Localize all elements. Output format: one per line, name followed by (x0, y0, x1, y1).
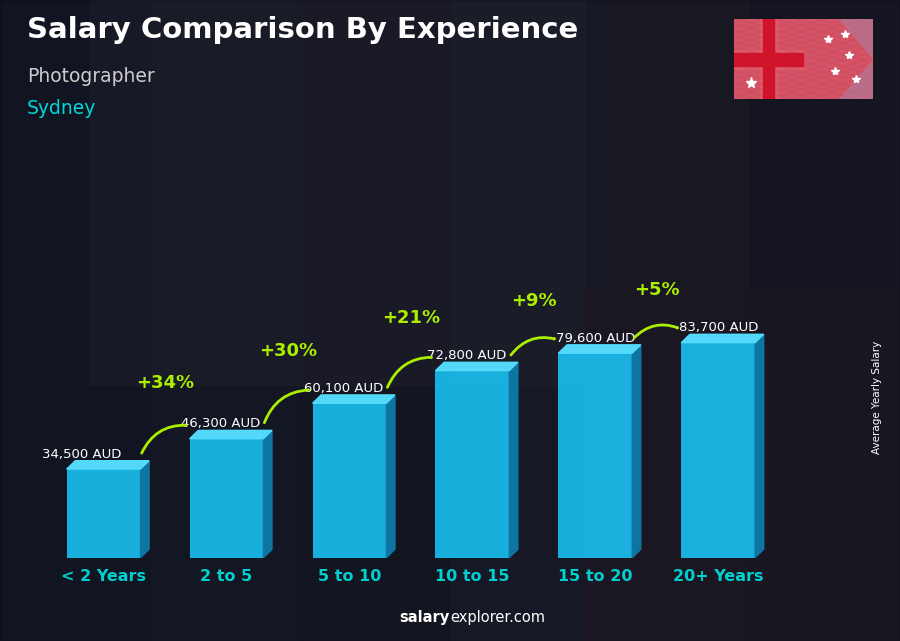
Polygon shape (386, 395, 395, 558)
Text: Sydney: Sydney (27, 99, 96, 119)
Text: +5%: +5% (634, 281, 680, 299)
FancyArrowPatch shape (141, 425, 185, 453)
Polygon shape (436, 362, 518, 370)
Bar (734, 53, 803, 65)
Polygon shape (755, 335, 764, 558)
Bar (190, 438, 264, 558)
FancyArrowPatch shape (511, 338, 554, 355)
Polygon shape (509, 362, 518, 558)
Text: +9%: +9% (511, 292, 556, 310)
Text: 60,100 AUD: 60,100 AUD (303, 382, 382, 395)
Text: +30%: +30% (259, 342, 317, 360)
Bar (681, 343, 755, 558)
Polygon shape (558, 345, 641, 353)
Bar (150, 0, 300, 641)
Text: 83,700 AUD: 83,700 AUD (679, 321, 758, 335)
Bar (734, 50, 803, 69)
Bar (750, 0, 900, 641)
Bar (763, 19, 774, 99)
Text: 46,300 AUD: 46,300 AUD (181, 417, 260, 430)
Bar (312, 403, 386, 558)
Text: 79,600 AUD: 79,600 AUD (555, 332, 634, 345)
Bar (558, 353, 632, 558)
Polygon shape (140, 461, 149, 558)
Text: Photographer: Photographer (27, 67, 155, 87)
Bar (0, 0, 150, 641)
Text: salary: salary (400, 610, 450, 625)
Polygon shape (190, 430, 272, 438)
Bar (600, 0, 750, 641)
Text: Salary Comparison By Experience: Salary Comparison By Experience (27, 16, 578, 44)
FancyArrowPatch shape (634, 325, 678, 338)
Polygon shape (67, 461, 149, 469)
Bar (300, 0, 450, 641)
FancyArrowPatch shape (387, 357, 431, 387)
Text: Average Yearly Salary: Average Yearly Salary (872, 341, 883, 454)
Bar (436, 370, 509, 558)
FancyArrowPatch shape (265, 390, 309, 423)
Bar (90, 0, 585, 385)
Bar (67, 469, 140, 558)
Text: +34%: +34% (136, 374, 194, 392)
Polygon shape (264, 430, 272, 558)
Text: 34,500 AUD: 34,500 AUD (41, 447, 122, 461)
Bar (450, 0, 600, 641)
Text: 72,800 AUD: 72,800 AUD (427, 349, 506, 362)
Polygon shape (312, 395, 395, 403)
Text: explorer.com: explorer.com (450, 610, 545, 625)
Bar (585, 288, 900, 641)
Polygon shape (632, 345, 641, 558)
Bar (760, 19, 777, 99)
Polygon shape (681, 335, 764, 343)
Text: +21%: +21% (382, 310, 440, 328)
